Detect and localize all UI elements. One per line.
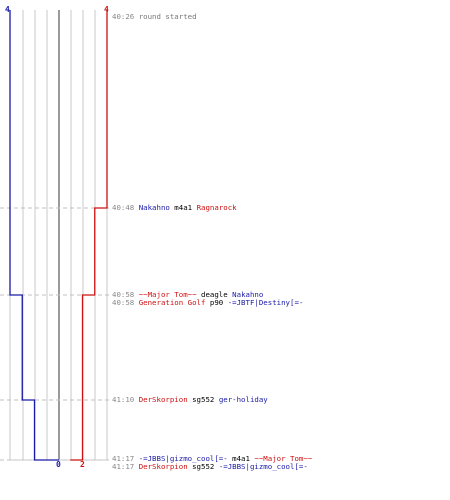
event-message: round started [138, 12, 197, 21]
event-time: 40:58 [112, 290, 139, 299]
weapon-label: sg552 [187, 462, 219, 471]
weapon-label: m4a1 [227, 454, 255, 463]
player-name: -=JBBS|gizmo_cool[=- [138, 454, 228, 463]
event-time: 41:17 [112, 462, 139, 471]
weapon-label: sg552 [187, 395, 219, 404]
player-name: DerSkorpion [138, 395, 188, 404]
player-name: ~~Major Tom~~ [254, 454, 313, 463]
t-start-count: 4 [104, 5, 109, 14]
player-name: DerSkorpion [138, 462, 188, 471]
player-name: ~~Major Tom~~ [138, 290, 197, 299]
event-time: 40:58 [112, 298, 139, 307]
player-name: -=JBTF|Destiny[=- [227, 298, 304, 307]
event-row: 41:17 DerSkorpion sg552 -=JBBS|gizmo_coo… [112, 462, 308, 471]
event-row: 40:26 round started [112, 12, 197, 21]
event-row: 40:58 ~~Major Tom~~ deagle Nakahno [112, 290, 263, 299]
event-time: 40:26 [112, 12, 139, 21]
event-time: 41:10 [112, 395, 139, 404]
event-row: 40:48 Nakahno m4a1 Ragnarock [112, 203, 237, 212]
player-name: Ragnarock [196, 203, 237, 212]
player-name: Nakahno [232, 290, 264, 299]
player-name: ger-holiday [218, 395, 268, 404]
event-time: 41:17 [112, 454, 139, 463]
event-row: 40:58 Generation Golf p90 -=JBTF|Destiny… [112, 298, 303, 307]
t-alive-line [70, 10, 108, 461]
ct-end-count: 0 [56, 460, 61, 469]
weapon-label: deagle [196, 290, 233, 299]
player-name: Generation Golf [138, 298, 206, 307]
weapon-label: m4a1 [169, 203, 197, 212]
ct-alive-line [9, 10, 59, 461]
event-row: 41:17 -=JBBS|gizmo_cool[=- m4a1 ~~Major … [112, 454, 312, 463]
weapon-label: p90 [205, 298, 228, 307]
player-name: -=JBBS|gizmo_cool[=- [218, 462, 308, 471]
event-time: 40:48 [112, 203, 139, 212]
ct-start-count: 4 [5, 5, 10, 14]
event-row: 41:10 DerSkorpion sg552 ger-holiday [112, 395, 268, 404]
t-end-count: 2 [80, 460, 85, 469]
player-name: Nakahno [138, 203, 170, 212]
